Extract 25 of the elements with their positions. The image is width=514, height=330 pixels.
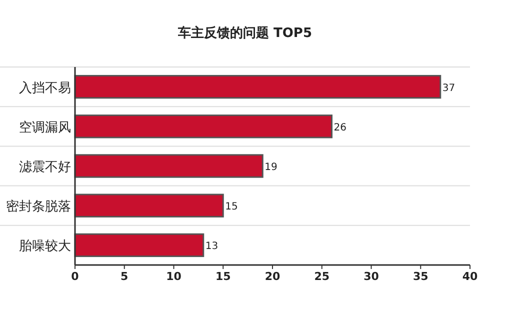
y-tick-label: 密封条脱落 [6,200,71,215]
x-tick-label: 15 [215,270,231,283]
y-tick-label: 胎噪较大 [19,239,71,254]
data-label: 19 [264,162,278,173]
data-label: 15 [225,202,238,213]
x-tick-label: 25 [314,270,330,283]
bar [74,154,264,178]
x-tick-label: 20 [264,270,280,283]
y-tick-label: 滤震不好 [19,160,71,175]
x-tick-label: 10 [166,270,182,283]
x-tick-label: 35 [412,270,428,283]
chart-title: 车主反馈的问题 TOP5 [176,25,312,41]
data-label: 37 [442,82,456,94]
data-label: 13 [205,241,218,252]
x-tick-label: 5 [120,270,128,283]
bar [74,194,224,218]
data-label: 26 [334,122,346,134]
x-tick-label: 0 [71,270,80,283]
bar [74,74,442,99]
bar [74,233,204,258]
y-tick-label: 入挡不易 [19,80,71,96]
x-tick-label: 30 [364,270,380,283]
x-tick-label: 40 [462,270,478,283]
bar [74,114,332,138]
y-tick-label: 空调漏风 [19,120,71,136]
